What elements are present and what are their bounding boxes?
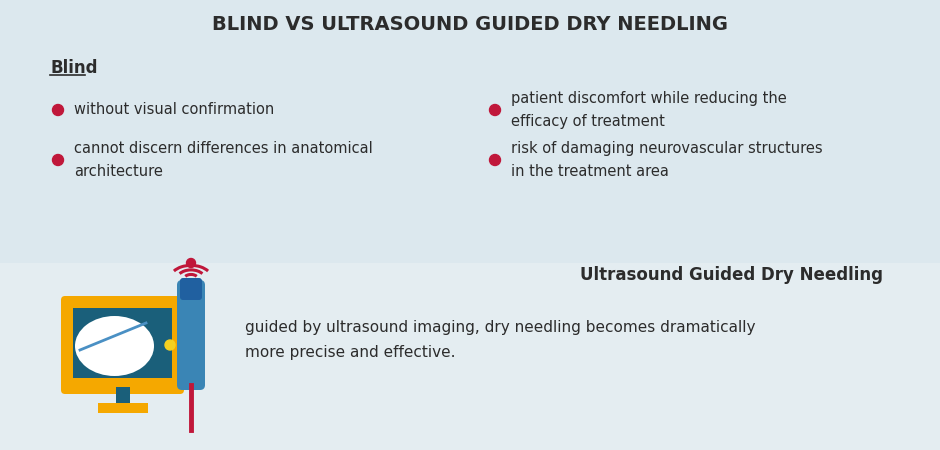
Text: BLIND VS ULTRASOUND GUIDED DRY NEEDLING: BLIND VS ULTRASOUND GUIDED DRY NEEDLING [212,15,728,35]
FancyBboxPatch shape [177,280,205,390]
Text: Blind: Blind [50,59,98,77]
Circle shape [186,258,196,267]
Text: risk of damaging neurovascular structures
in the treatment area: risk of damaging neurovascular structure… [511,141,822,179]
Bar [0,263,940,450]
Circle shape [53,104,64,116]
Bar [73,308,172,378]
Text: Ultrasound Guided Dry Needling: Ultrasound Guided Dry Needling [580,266,883,284]
Ellipse shape [75,316,154,376]
Circle shape [490,104,500,116]
Bar [0,0,940,263]
Bar [98,403,148,413]
Text: patient discomfort while reducing the
efficacy of treatment: patient discomfort while reducing the ef… [511,91,787,129]
FancyBboxPatch shape [61,296,184,394]
Text: guided by ultrasound imaging, dry needling becomes dramatically
more precise and: guided by ultrasound imaging, dry needli… [245,320,756,360]
Bar [116,387,130,405]
Circle shape [165,340,175,350]
Text: without visual confirmation: without visual confirmation [74,103,274,117]
Circle shape [53,154,64,166]
FancyBboxPatch shape [180,278,202,300]
Text: cannot discern differences in anatomical
architecture: cannot discern differences in anatomical… [74,141,373,179]
Circle shape [490,154,500,166]
